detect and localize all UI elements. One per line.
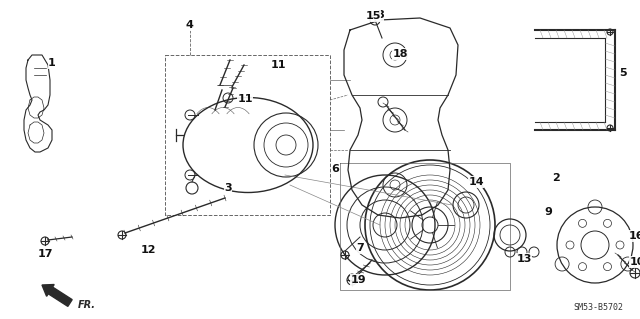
- Text: SM53-B5702: SM53-B5702: [573, 303, 623, 313]
- Text: 19: 19: [350, 275, 366, 285]
- Text: 12: 12: [140, 245, 156, 255]
- Text: FR.: FR.: [78, 300, 96, 310]
- Text: 1: 1: [48, 58, 56, 68]
- Bar: [165, 55, 330, 215]
- Text: 3: 3: [224, 183, 232, 193]
- Text: 9: 9: [544, 207, 552, 217]
- Text: 13: 13: [516, 254, 532, 264]
- Text: 18: 18: [392, 49, 408, 59]
- Text: 14: 14: [468, 177, 484, 187]
- Text: 10: 10: [629, 257, 640, 267]
- Text: 11: 11: [237, 94, 253, 104]
- Text: 8: 8: [376, 10, 384, 20]
- Text: 4: 4: [185, 20, 193, 30]
- Text: 2: 2: [552, 173, 560, 183]
- Text: 16: 16: [628, 231, 640, 241]
- Text: 17: 17: [37, 249, 52, 259]
- FancyArrow shape: [42, 285, 72, 306]
- Text: 5: 5: [619, 68, 627, 78]
- Text: 6: 6: [331, 164, 339, 174]
- Text: 15: 15: [365, 11, 381, 21]
- Text: 11: 11: [270, 60, 285, 70]
- Text: 7: 7: [356, 243, 364, 253]
